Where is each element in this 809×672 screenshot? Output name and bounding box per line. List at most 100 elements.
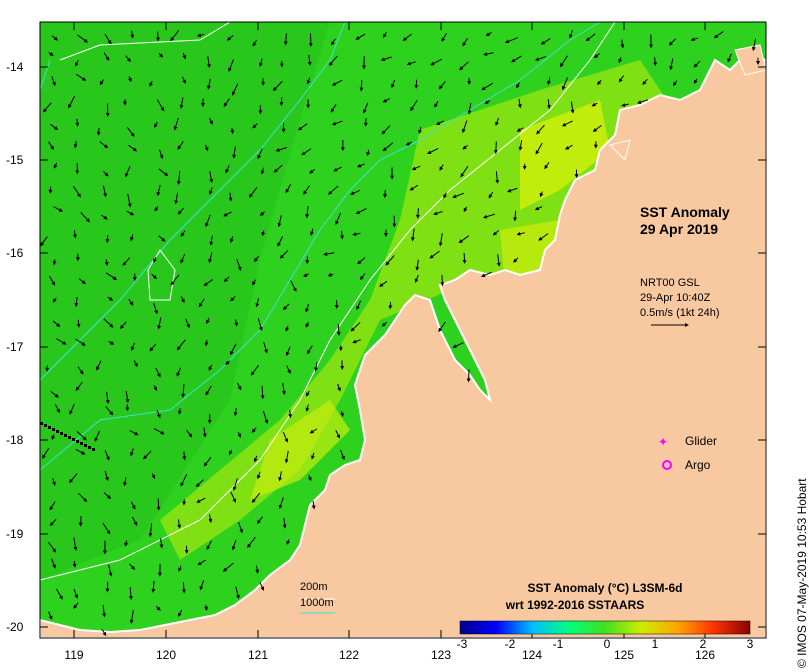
current-arrow: [153, 256, 157, 263]
current-arrow: [236, 382, 242, 391]
glider-marker-icon: ✦: [658, 435, 668, 449]
colorbar-tick: -2: [504, 637, 516, 651]
current-arrow: [275, 147, 287, 152]
glider-point: [56, 430, 59, 433]
current-arrow: [123, 477, 127, 487]
current-arrow: [103, 52, 110, 61]
current-arrow: [335, 430, 341, 439]
current-arrow: [481, 271, 492, 278]
current-arrow: [355, 208, 367, 214]
current-arrow: [51, 35, 59, 41]
current-arrow: [452, 342, 464, 348]
current-arrow: [362, 102, 369, 114]
current-arrow: [104, 470, 109, 482]
current-arrow: [462, 144, 469, 150]
current-arrow: [252, 123, 258, 129]
current-arrow: [461, 120, 468, 134]
current-arrow: [441, 32, 447, 42]
current-arrow: [107, 296, 114, 301]
current-arrow: [129, 430, 139, 436]
current-arrow: [252, 39, 258, 47]
current-arrow: [49, 518, 57, 527]
current-source: NRT00 GSL: [640, 277, 700, 289]
glider-point: [52, 428, 55, 431]
current-arrow: [170, 274, 180, 286]
legend-1000m-label: 1000m: [300, 597, 334, 609]
current-arrow: [485, 31, 492, 37]
current-arrow: [206, 78, 211, 90]
current-arrow: [173, 117, 179, 131]
current-arrow: [668, 38, 676, 46]
x-tick-label: 126: [694, 648, 716, 662]
glider-point: [60, 432, 63, 435]
map-title: SST Anomaly: [640, 204, 730, 220]
current-arrow: [297, 123, 308, 131]
current-arrow: [76, 319, 81, 328]
current-arrow: [125, 165, 131, 178]
current-arrow: [263, 341, 268, 354]
y-tick-label: -16: [6, 246, 24, 260]
glider-point: [64, 434, 67, 437]
glider-point: [72, 438, 75, 441]
current-arrow: [94, 430, 101, 442]
current-arrow: [257, 148, 263, 160]
current-arrow: [104, 259, 109, 266]
colorbar-tick: 3: [746, 637, 754, 651]
glider-point: [76, 440, 79, 443]
current-arrow: [439, 164, 444, 171]
current-arrow: [49, 501, 56, 511]
glider-point: [40, 422, 43, 425]
current-arrow: [248, 187, 258, 198]
current-arrow: [235, 586, 240, 600]
current-arrow: [232, 478, 238, 491]
current-arrow: [103, 492, 112, 499]
current-arrow: [290, 280, 297, 292]
current-arrow: [327, 272, 334, 277]
current-arrow: [281, 382, 286, 396]
current-arrow: [282, 431, 289, 443]
current-arrow: [259, 211, 265, 216]
current-arrow: [130, 30, 135, 39]
current-arrow: [42, 448, 50, 459]
current-arrow: [352, 232, 361, 237]
current-arrow: [195, 479, 204, 488]
current-arrow: [74, 297, 79, 308]
glider-label: Glider: [685, 434, 718, 448]
current-arrow: [75, 448, 86, 455]
current-arrow: [76, 73, 87, 81]
current-arrow: [482, 213, 495, 219]
current-arrow: [181, 582, 186, 594]
current-arrow: [51, 558, 56, 569]
current-arrow: [51, 76, 56, 87]
x-tick-label: 120: [155, 648, 177, 662]
current-arrow: [178, 609, 183, 617]
current-arrow: [443, 192, 448, 199]
colorbar-subtitle: wrt 1992-2016 SSTAARS: [505, 598, 645, 612]
current-arrow: [277, 236, 284, 247]
current-arrow: [206, 56, 211, 69]
contour-1000m: [40, 22, 601, 471]
current-arrow: [206, 540, 212, 550]
current-arrow: [68, 95, 76, 109]
current-arrow: [42, 102, 52, 113]
current-arrow: [516, 231, 525, 236]
current-arrow: [303, 185, 310, 195]
current-arrow: [540, 38, 551, 45]
current-arrow: [284, 450, 289, 464]
current-arrow: [305, 390, 310, 397]
current-arrow: [69, 403, 75, 415]
current-arrow: [223, 98, 230, 107]
current-arrow: [405, 141, 413, 146]
current-arrow: [653, 57, 658, 67]
current-arrow: [186, 429, 193, 438]
current-arrow: [155, 367, 161, 378]
current-arrow: [277, 215, 282, 228]
x-tick-label: 121: [247, 648, 269, 662]
current-arrow: [76, 430, 87, 441]
current-arrow: [78, 278, 86, 285]
current-arrow: [618, 57, 623, 64]
current-arrow: [208, 514, 213, 523]
current-arrow: [177, 141, 184, 150]
current-arrow: [105, 391, 110, 405]
argo-marker-icon: [662, 460, 672, 470]
